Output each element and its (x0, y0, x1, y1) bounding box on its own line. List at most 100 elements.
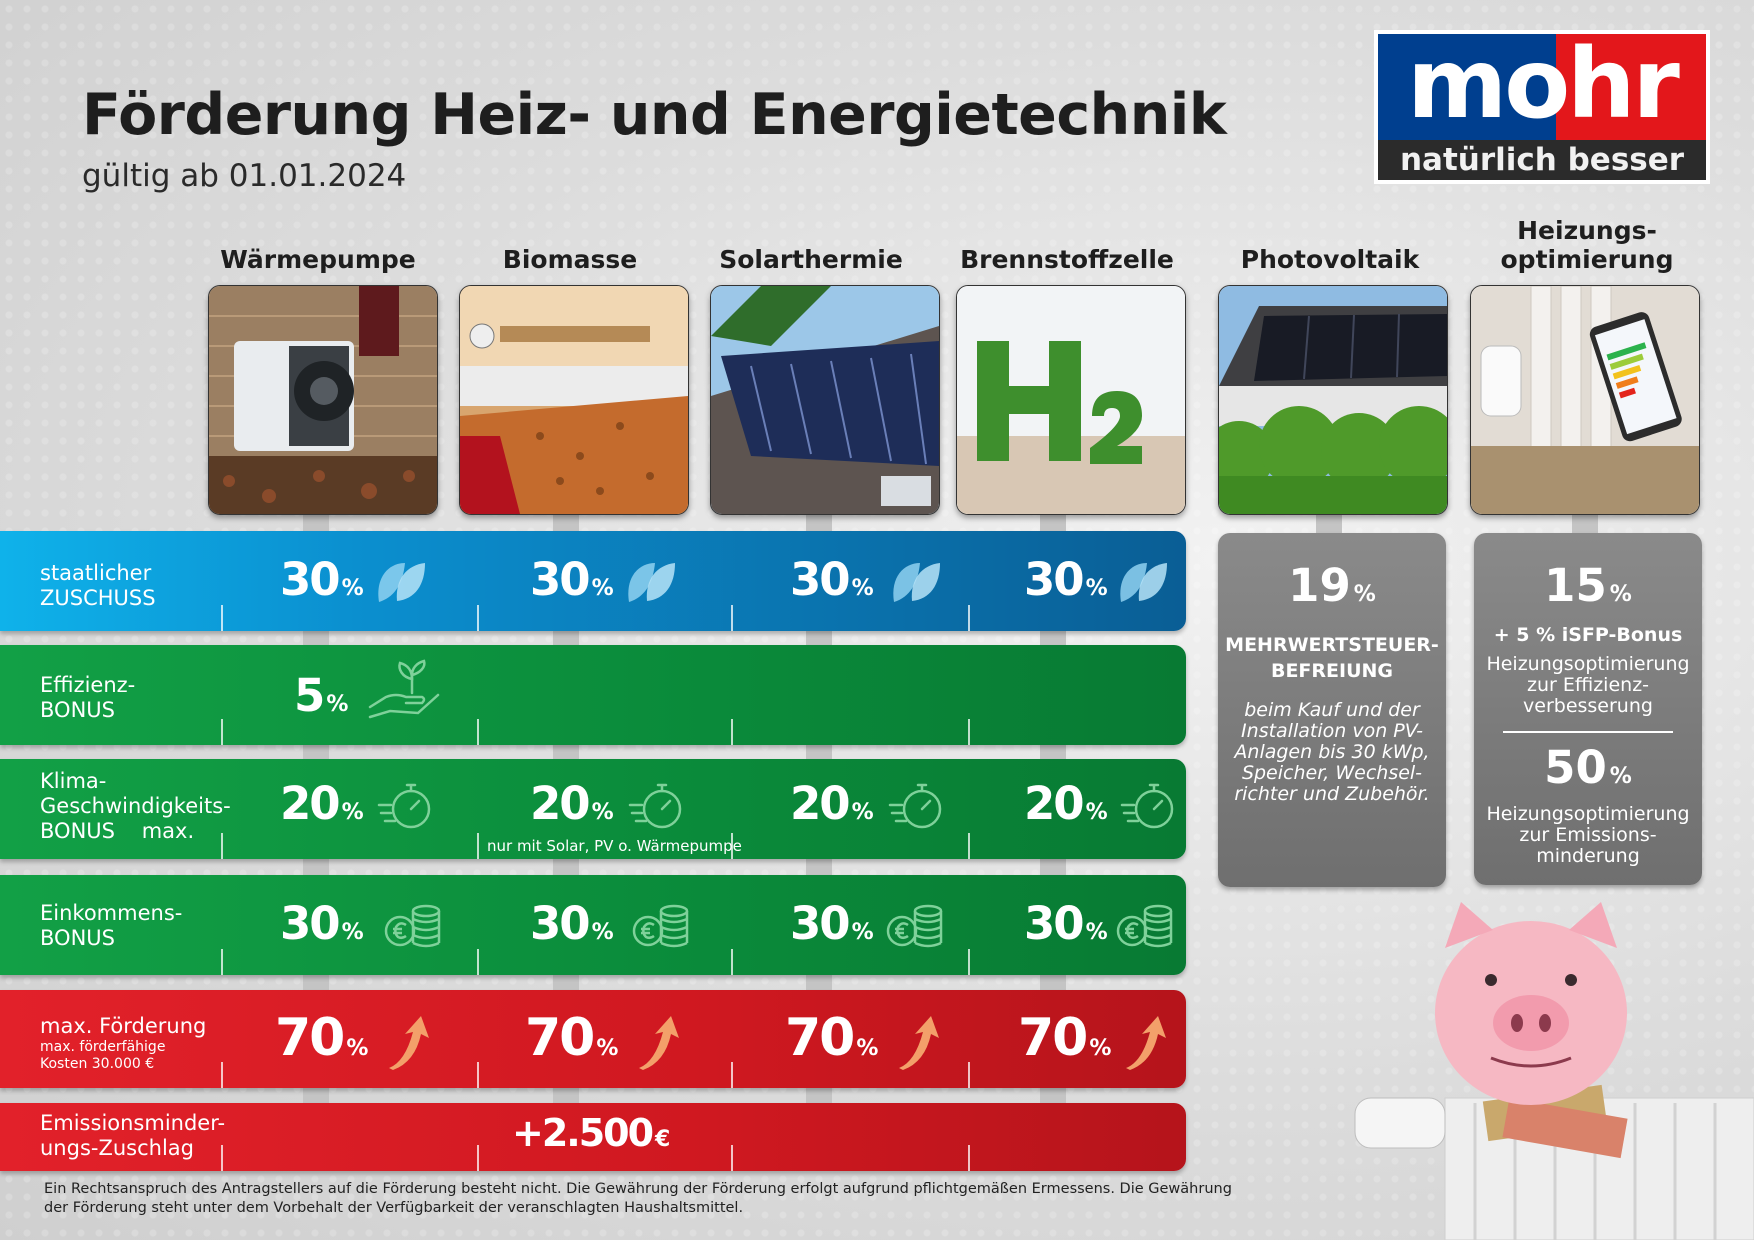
radiator-thermostat-app-photo (1470, 285, 1700, 515)
plant-in-hand-icon (368, 659, 440, 719)
opt-description-1: Heizungsoptimierung zur Effizienz-verbess… (1486, 653, 1690, 717)
column-tick (731, 719, 733, 745)
logo-wordmark: mohr (1407, 34, 1680, 140)
column-tick (968, 1145, 970, 1171)
column-tick (731, 1062, 733, 1088)
column-tick (221, 833, 223, 859)
column-tick (477, 833, 479, 859)
max-value-solarthermie: 70% (785, 1008, 879, 1068)
wood-pellet-photo (459, 285, 689, 515)
column-tick (477, 605, 479, 631)
stopwatch-icon (628, 783, 682, 829)
euro-coins-icon (1116, 904, 1173, 948)
column-heading-photovoltaik: Photovoltaik (1240, 245, 1420, 274)
column-tick (221, 949, 223, 975)
column-tick (968, 605, 970, 631)
column-tick (477, 1062, 479, 1088)
arrow-up-icon (1126, 1016, 1166, 1070)
max-value-waermepumpe: 70% (275, 1008, 369, 1068)
solar-thermal-photo (710, 285, 940, 515)
klima-value-waermepumpe: 20% (280, 777, 364, 830)
row-label-zuschuss: staatlicher ZUSCHUSS (40, 561, 156, 610)
column-tick (477, 1145, 479, 1171)
einkommen-value-brennstoffzelle: 30% (1024, 897, 1108, 950)
opt-bonus: + 5 % iSFP-Bonus (1493, 624, 1683, 646)
column-tick (968, 833, 970, 859)
row-max-foerderung: max. Förderung max. förderfähige Kosten … (0, 990, 1186, 1088)
stopwatch-icon (888, 783, 942, 829)
stopwatch-icon (1120, 783, 1174, 829)
arrow-up-icon (389, 1016, 429, 1070)
klima-value-solarthermie: 20% (790, 777, 874, 830)
piggy-bank-radiator-illustration (1354, 902, 1754, 1240)
pv-value: 19% (1288, 559, 1376, 612)
column-heading-brennstoffzelle: Brennstoffzelle (960, 245, 1174, 274)
arrow-up-icon (639, 1016, 679, 1070)
page-subtitle: gültig ab 01.01.2024 (82, 158, 407, 194)
heat-pump-photo (208, 285, 438, 515)
pv-description: beim Kauf und der Installation von PV- Anl… (1234, 699, 1430, 805)
column-tick (477, 719, 479, 745)
column-tick (968, 1062, 970, 1088)
einkommen-value-solarthermie: 30% (790, 897, 874, 950)
row-label-effizienz: Effizienz- BONUS (40, 673, 136, 722)
column-tick (968, 719, 970, 745)
row-label-max: max. Förderung max. förderfähige Kosten … (40, 1014, 207, 1072)
column-tick (731, 833, 733, 859)
stopwatch-icon (377, 783, 431, 829)
column-tick (221, 719, 223, 745)
column-heading-heizungsoptimierung: Heizungs-optimierung (1500, 216, 1674, 274)
column-heading-biomasse: Biomasse (502, 245, 638, 274)
card-divider (1503, 731, 1673, 733)
row-einkommens-bonus: Einkommens- BONUS 30% 30% 30% 30% (0, 875, 1186, 975)
klima-note-biomasse: nur mit Solar, PV o. Wärmepumpe (487, 837, 742, 855)
column-tick (968, 949, 970, 975)
row-label-klima: Klima- Geschwindigkeits- BONUS max. (40, 769, 231, 843)
column-tick (221, 605, 223, 631)
euro-coins-icon (886, 904, 943, 948)
row-klima-geschwindigkeits-bonus: Klima- Geschwindigkeits- BONUS max. 20% … (0, 759, 1186, 859)
row-label-einkommen: Einkommens- BONUS (40, 901, 183, 950)
opt-value-2: 50% (1544, 741, 1632, 794)
klima-value-biomasse: 20% (530, 777, 614, 830)
opt-description-2: Heizungsoptimierung zur Emissions-minderu… (1486, 803, 1690, 867)
arrow-up-icon (899, 1016, 939, 1070)
column-tick (221, 1062, 223, 1088)
klima-value-brennstoffzelle: 20% (1024, 777, 1108, 830)
column-tick (731, 949, 733, 975)
zuschuss-value-solarthermie: 30% (790, 553, 874, 606)
max-value-biomasse: 70% (525, 1008, 619, 1068)
row-emissionsminderungs-zuschlag: Emissionsminder- ungs-Zuschlag +2.500 € (0, 1103, 1186, 1171)
column-heading-solarthermie: Solarthermie (719, 245, 903, 274)
opt-value-1: 15% (1544, 559, 1632, 612)
column-tick (731, 1145, 733, 1171)
hydrogen-h2-photo (956, 285, 1186, 515)
logo-slogan: natürlich besser (1378, 140, 1706, 180)
zuschuss-value-waermepumpe: 30% (280, 553, 364, 606)
column-tick (477, 949, 479, 975)
column-tick (221, 1145, 223, 1171)
leaf-icon (1120, 563, 1167, 602)
row-effizienz-bonus: Effizienz- BONUS 5% (0, 645, 1186, 745)
legal-disclaimer: Ein Rechtsanspruch des Antragstellers au… (44, 1181, 1232, 1216)
euro-coins-icon (632, 904, 689, 948)
page-title: Förderung Heiz- und Energietechnik (82, 82, 1227, 148)
column-tick (731, 605, 733, 631)
photovoltaic-roof-photo (1218, 285, 1448, 515)
mohr-logo: mohr natürlich besser (1374, 30, 1710, 184)
pv-title: MEHRWERTSTEUER- BEFREIUNG (1225, 634, 1439, 682)
einkommen-value-waermepumpe: 30% (280, 897, 364, 950)
card-heizungsoptimierung: 15% + 5 % iSFP-Bonus Heizungsoptimierung… (1474, 533, 1702, 885)
row-staatlicher-zuschuss: staatlicher ZUSCHUSS 30% 30% 30% 30% (0, 531, 1186, 631)
row-label-emission: Emissionsminder- ungs-Zuschlag (40, 1111, 226, 1160)
zuschuss-value-brennstoffzelle: 30% (1024, 553, 1108, 606)
einkommen-value-biomasse: 30% (530, 897, 614, 950)
card-photovoltaik: 19% MEHRWERTSTEUER- BEFREIUNG beim Kauf u… (1218, 533, 1446, 887)
column-heading-waermepumpe: Wärmepumpe (220, 245, 416, 274)
zuschuss-value-biomasse: 30% (530, 553, 614, 606)
leaf-icon (378, 563, 425, 602)
leaf-icon (628, 563, 675, 602)
euro-coins-icon (384, 904, 441, 948)
leaf-icon (893, 563, 940, 602)
effizienz-value-waermepumpe: 5% (294, 669, 349, 722)
